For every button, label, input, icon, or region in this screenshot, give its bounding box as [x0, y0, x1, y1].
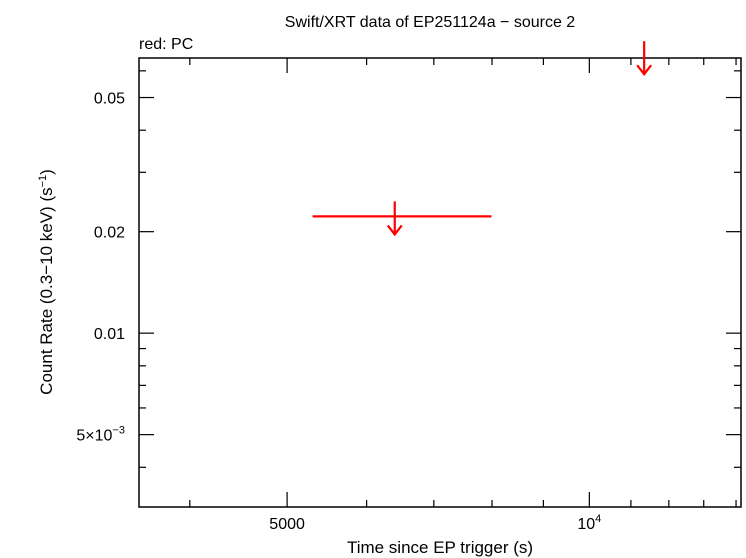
y-tick-label: 0.05	[94, 91, 125, 108]
y-tick-label: 0.01	[94, 326, 125, 343]
x-tick-label: 104	[577, 513, 601, 533]
plot-frame	[138, 57, 742, 508]
y-tick-label: 5×10−3	[76, 425, 125, 445]
y-axis-label: Count Rate (0.3−10 keV) (s−1)	[37, 169, 56, 395]
x-axis-label: Time since EP trigger (s)	[347, 538, 533, 557]
x-tick-label: 5000	[269, 516, 305, 533]
y-tick-label: 0.02	[94, 225, 125, 242]
data-marks	[312, 41, 653, 237]
tick-labels: 5000 104 0.05 0.02 0.01 5×10−3	[76, 91, 601, 533]
chart-title: Swift/XRT data of EP251124a − source 2	[285, 14, 576, 31]
chart-subtitle: red: PC	[139, 36, 193, 53]
upper-limit-point	[312, 201, 492, 237]
upper-limit-point	[636, 41, 653, 77]
upper-limit-arrowhead	[636, 64, 653, 77]
upper-limit-arrowhead	[386, 224, 403, 237]
axis-ticks	[139, 58, 741, 507]
